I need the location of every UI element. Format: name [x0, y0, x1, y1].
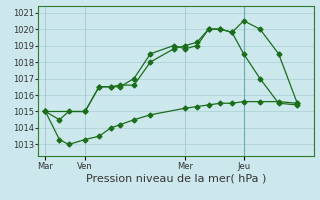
X-axis label: Pression niveau de la mer( hPa ): Pression niveau de la mer( hPa ) — [86, 173, 266, 183]
